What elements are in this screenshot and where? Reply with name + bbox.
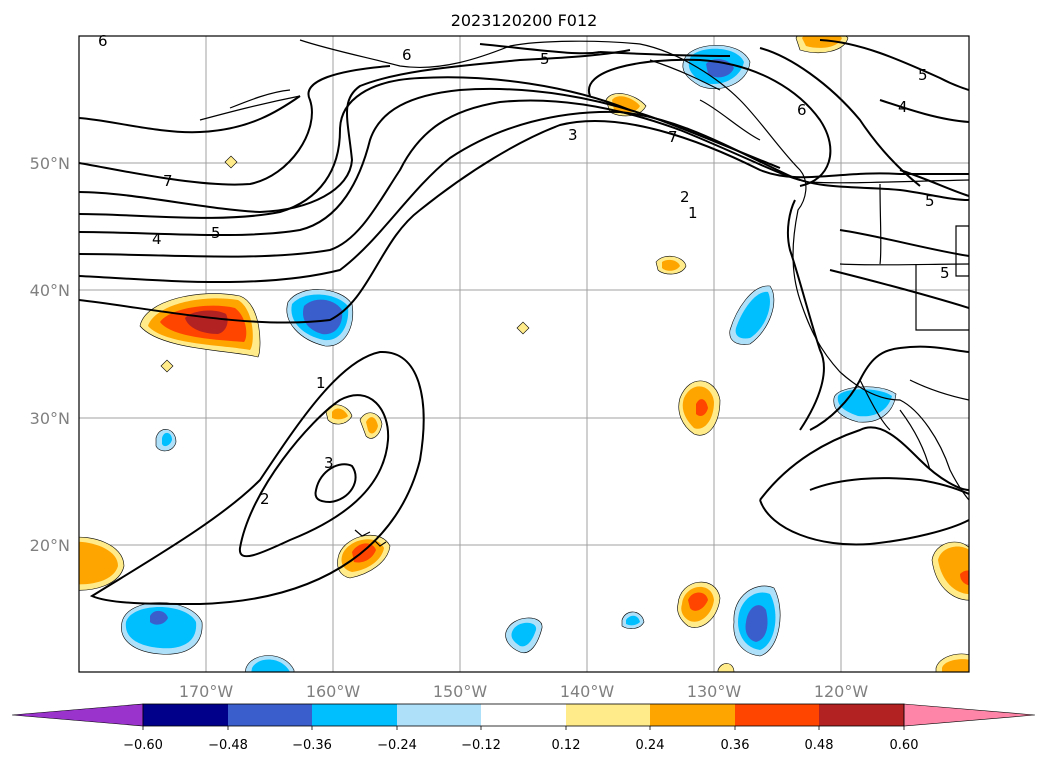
colorbar-segment (566, 704, 650, 726)
colorbar-segment (397, 704, 481, 726)
contour-label: 4 (152, 230, 162, 248)
colorbar-tick-label: 0.36 (721, 738, 750, 753)
contour-label: 6 (98, 32, 108, 50)
colorbar-segment (735, 704, 819, 726)
contour-label: 5 (211, 224, 221, 242)
longitude-labels: 170°W 160°W 150°W 140°W 130°W 120°W (179, 682, 869, 701)
anomaly-fills (79, 36, 969, 672)
colorbar-segment (650, 704, 735, 726)
colorbar-tick-label: −0.36 (292, 738, 332, 753)
coastline (199, 39, 969, 547)
latitude-labels: 50°N 40°N 30°N 20°N (30, 154, 70, 555)
lon-label: 150°W (433, 682, 488, 701)
colorbar-segment (143, 704, 228, 726)
contour-label: 4 (898, 98, 908, 116)
colorbar-tick-label: 0.12 (552, 738, 581, 753)
colorbar-segment (819, 704, 904, 726)
contour-label: 6 (402, 46, 412, 64)
lon-label: 160°W (306, 682, 361, 701)
map-frame (78, 35, 970, 673)
colorbar-tick-label: −0.48 (208, 738, 248, 753)
contour-label: 5 (540, 50, 550, 68)
colorbar-tick-label: −0.24 (377, 738, 417, 753)
lat-label: 40°N (30, 281, 70, 300)
colorbar-frame (142, 703, 905, 727)
colorbar-segment (903, 703, 1036, 727)
contour-label: 2 (260, 490, 270, 508)
lon-label: 170°W (179, 682, 234, 701)
lon-label: 130°W (687, 682, 742, 701)
lat-label: 30°N (30, 409, 70, 428)
colorbar-tick-label: 0.48 (805, 738, 834, 753)
colorbar-tick-label: 0.60 (890, 738, 919, 753)
colorbar-segment (312, 704, 397, 726)
contour-label: 1 (316, 374, 326, 392)
contour-label: 5 (940, 264, 950, 282)
contour-label: 3 (324, 454, 334, 472)
colorbar-tick-label: 0.24 (636, 738, 665, 753)
gridlines (79, 36, 969, 672)
contour-label: 7 (668, 128, 678, 146)
contour-label: 3 (568, 126, 578, 144)
colorbar-segment (481, 704, 566, 726)
colorbar: −0.60 −0.48 −0.36 −0.24 −0.12 0.12 0.24 … (11, 703, 1036, 753)
contour-label: 5 (918, 66, 928, 84)
colorbar-segment (11, 703, 144, 727)
lat-label: 50°N (30, 154, 70, 173)
colorbar-segment (228, 704, 312, 726)
contour-label: 6 (797, 101, 807, 119)
contour-label: 5 (925, 192, 935, 210)
contour-label: 2 (680, 188, 690, 206)
colorbar-tick-label: −0.60 (123, 738, 163, 753)
contour-label: 1 (688, 204, 698, 222)
contour-labels: 6 6 5 5 4 5 7 4 5 3 7 6 2 1 5 1 2 3 (98, 32, 950, 508)
lon-label: 140°W (560, 682, 615, 701)
map-title: 2023120200 F012 (451, 11, 598, 30)
lon-label: 120°W (814, 682, 869, 701)
lat-label: 20°N (30, 536, 70, 555)
contour-lines (79, 39, 969, 606)
colorbar-tick-label: −0.12 (461, 738, 501, 753)
contour-label: 7 (163, 172, 173, 190)
